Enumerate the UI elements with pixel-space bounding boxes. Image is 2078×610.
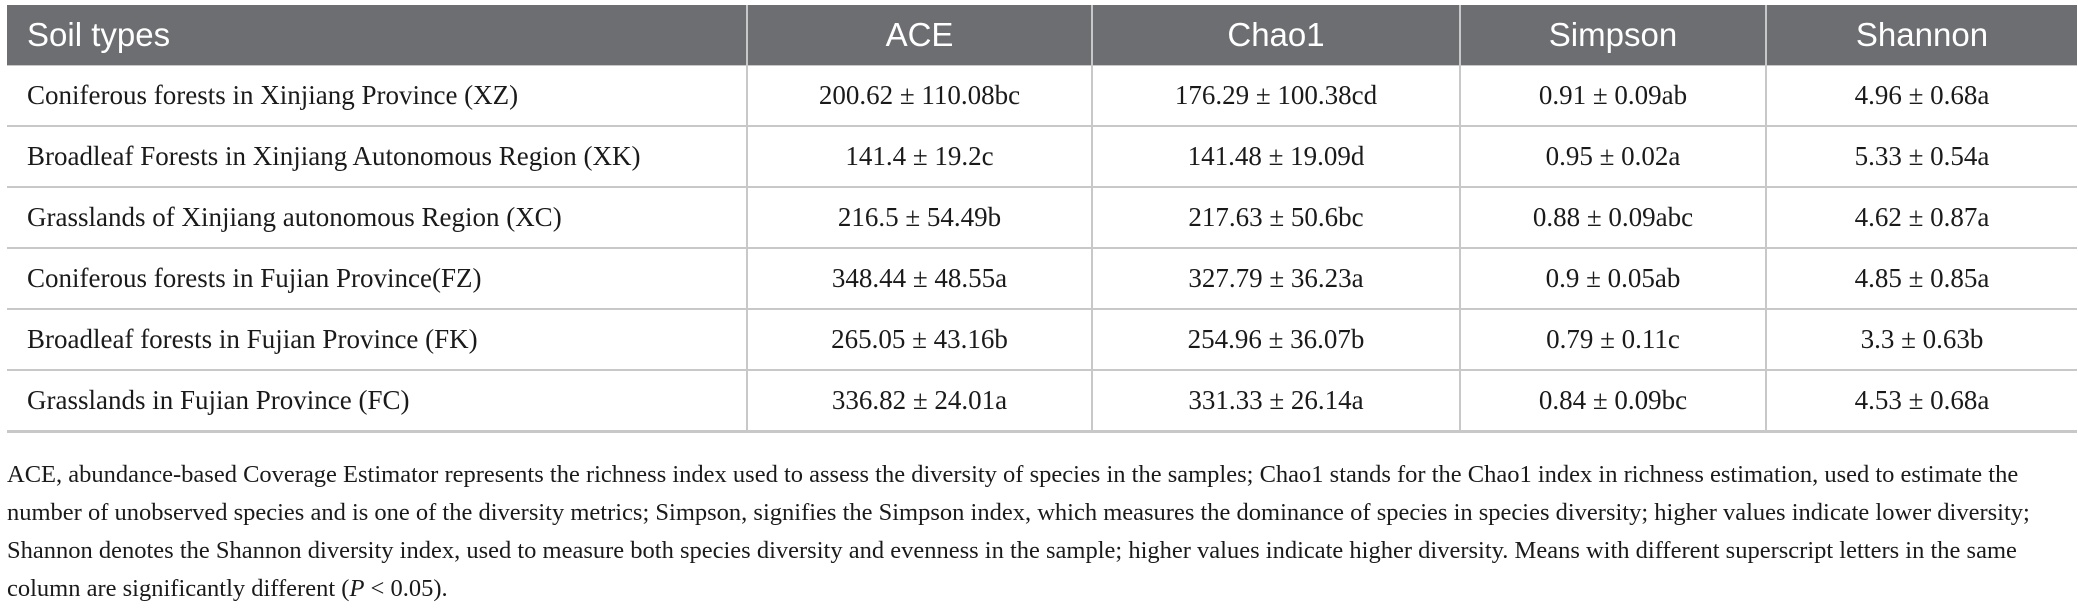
alpha-diversity-table: Soil types ACE Chao1 Simpson Shannon Con… (7, 5, 2077, 433)
cell-soil-type: Grasslands of Xinjiang autonomous Region… (7, 186, 747, 248)
table-row: Coniferous forests in Fujian Province(FZ… (7, 247, 2077, 309)
header-soil-types: Soil types (7, 5, 747, 66)
cell-chao1: 176.29 ± 100.38cd (1091, 65, 1460, 126)
cell-ace: 336.82 ± 24.01a (746, 369, 1092, 432)
header-chao1: Chao1 (1091, 5, 1460, 66)
table-row: Broadleaf forests in Fujian Province (FK… (7, 308, 2077, 370)
cell-shannon: 5.33 ± 0.54a (1765, 125, 2077, 187)
table-row: Grasslands in Fujian Province (FC) 336.8… (7, 369, 2077, 432)
cell-chao1: 331.33 ± 26.14a (1091, 369, 1460, 432)
cell-shannon: 4.53 ± 0.68a (1765, 369, 2077, 432)
cell-ace: 265.05 ± 43.16b (746, 308, 1092, 370)
table-footnote: ACE, abundance-based Coverage Estimator … (7, 456, 2069, 608)
cell-simpson: 0.91 ± 0.09ab (1459, 65, 1766, 126)
cell-chao1: 217.63 ± 50.6bc (1091, 186, 1460, 248)
cell-ace: 141.4 ± 19.2c (746, 125, 1092, 187)
cell-simpson: 0.79 ± 0.11c (1459, 308, 1766, 370)
cell-simpson: 0.95 ± 0.02a (1459, 125, 1766, 187)
table-row: Coniferous forests in Xinjiang Province … (7, 65, 2077, 126)
footnote-p-symbol: P (349, 575, 365, 602)
footnote-p-value: < 0.05). (364, 575, 448, 602)
cell-ace: 348.44 ± 48.55a (746, 247, 1092, 309)
table-row: Grasslands of Xinjiang autonomous Region… (7, 186, 2077, 248)
cell-ace: 216.5 ± 54.49b (746, 186, 1092, 248)
cell-shannon: 4.96 ± 0.68a (1765, 65, 2077, 126)
cell-simpson: 0.9 ± 0.05ab (1459, 247, 1766, 309)
cell-soil-type: Broadleaf forests in Fujian Province (FK… (7, 308, 747, 370)
cell-chao1: 141.48 ± 19.09d (1091, 125, 1460, 187)
cell-simpson: 0.88 ± 0.09abc (1459, 186, 1766, 248)
table-row: Broadleaf Forests in Xinjiang Autonomous… (7, 125, 2077, 187)
header-ace: ACE (746, 5, 1092, 66)
cell-soil-type: Grasslands in Fujian Province (FC) (7, 369, 747, 432)
table-header: Soil types ACE Chao1 Simpson Shannon (7, 5, 2077, 66)
cell-shannon: 3.3 ± 0.63b (1765, 308, 2077, 370)
header-simpson: Simpson (1459, 5, 1766, 66)
cell-soil-type: Coniferous forests in Fujian Province(FZ… (7, 247, 747, 309)
cell-simpson: 0.84 ± 0.09bc (1459, 369, 1766, 432)
cell-shannon: 4.62 ± 0.87a (1765, 186, 2077, 248)
footnote-text: ACE, abundance-based Coverage Estimator … (7, 461, 2030, 602)
cell-soil-type: Broadleaf Forests in Xinjiang Autonomous… (7, 125, 747, 187)
cell-soil-type: Coniferous forests in Xinjiang Province … (7, 65, 747, 126)
cell-chao1: 254.96 ± 36.07b (1091, 308, 1460, 370)
header-shannon: Shannon (1765, 5, 2077, 66)
header-row: Soil types ACE Chao1 Simpson Shannon (7, 5, 2077, 66)
cell-chao1: 327.79 ± 36.23a (1091, 247, 1460, 309)
table-body: Coniferous forests in Xinjiang Province … (7, 65, 2077, 432)
results-table-container: Soil types ACE Chao1 Simpson Shannon Con… (7, 5, 2077, 433)
cell-ace: 200.62 ± 110.08bc (746, 65, 1092, 126)
cell-shannon: 4.85 ± 0.85a (1765, 247, 2077, 309)
